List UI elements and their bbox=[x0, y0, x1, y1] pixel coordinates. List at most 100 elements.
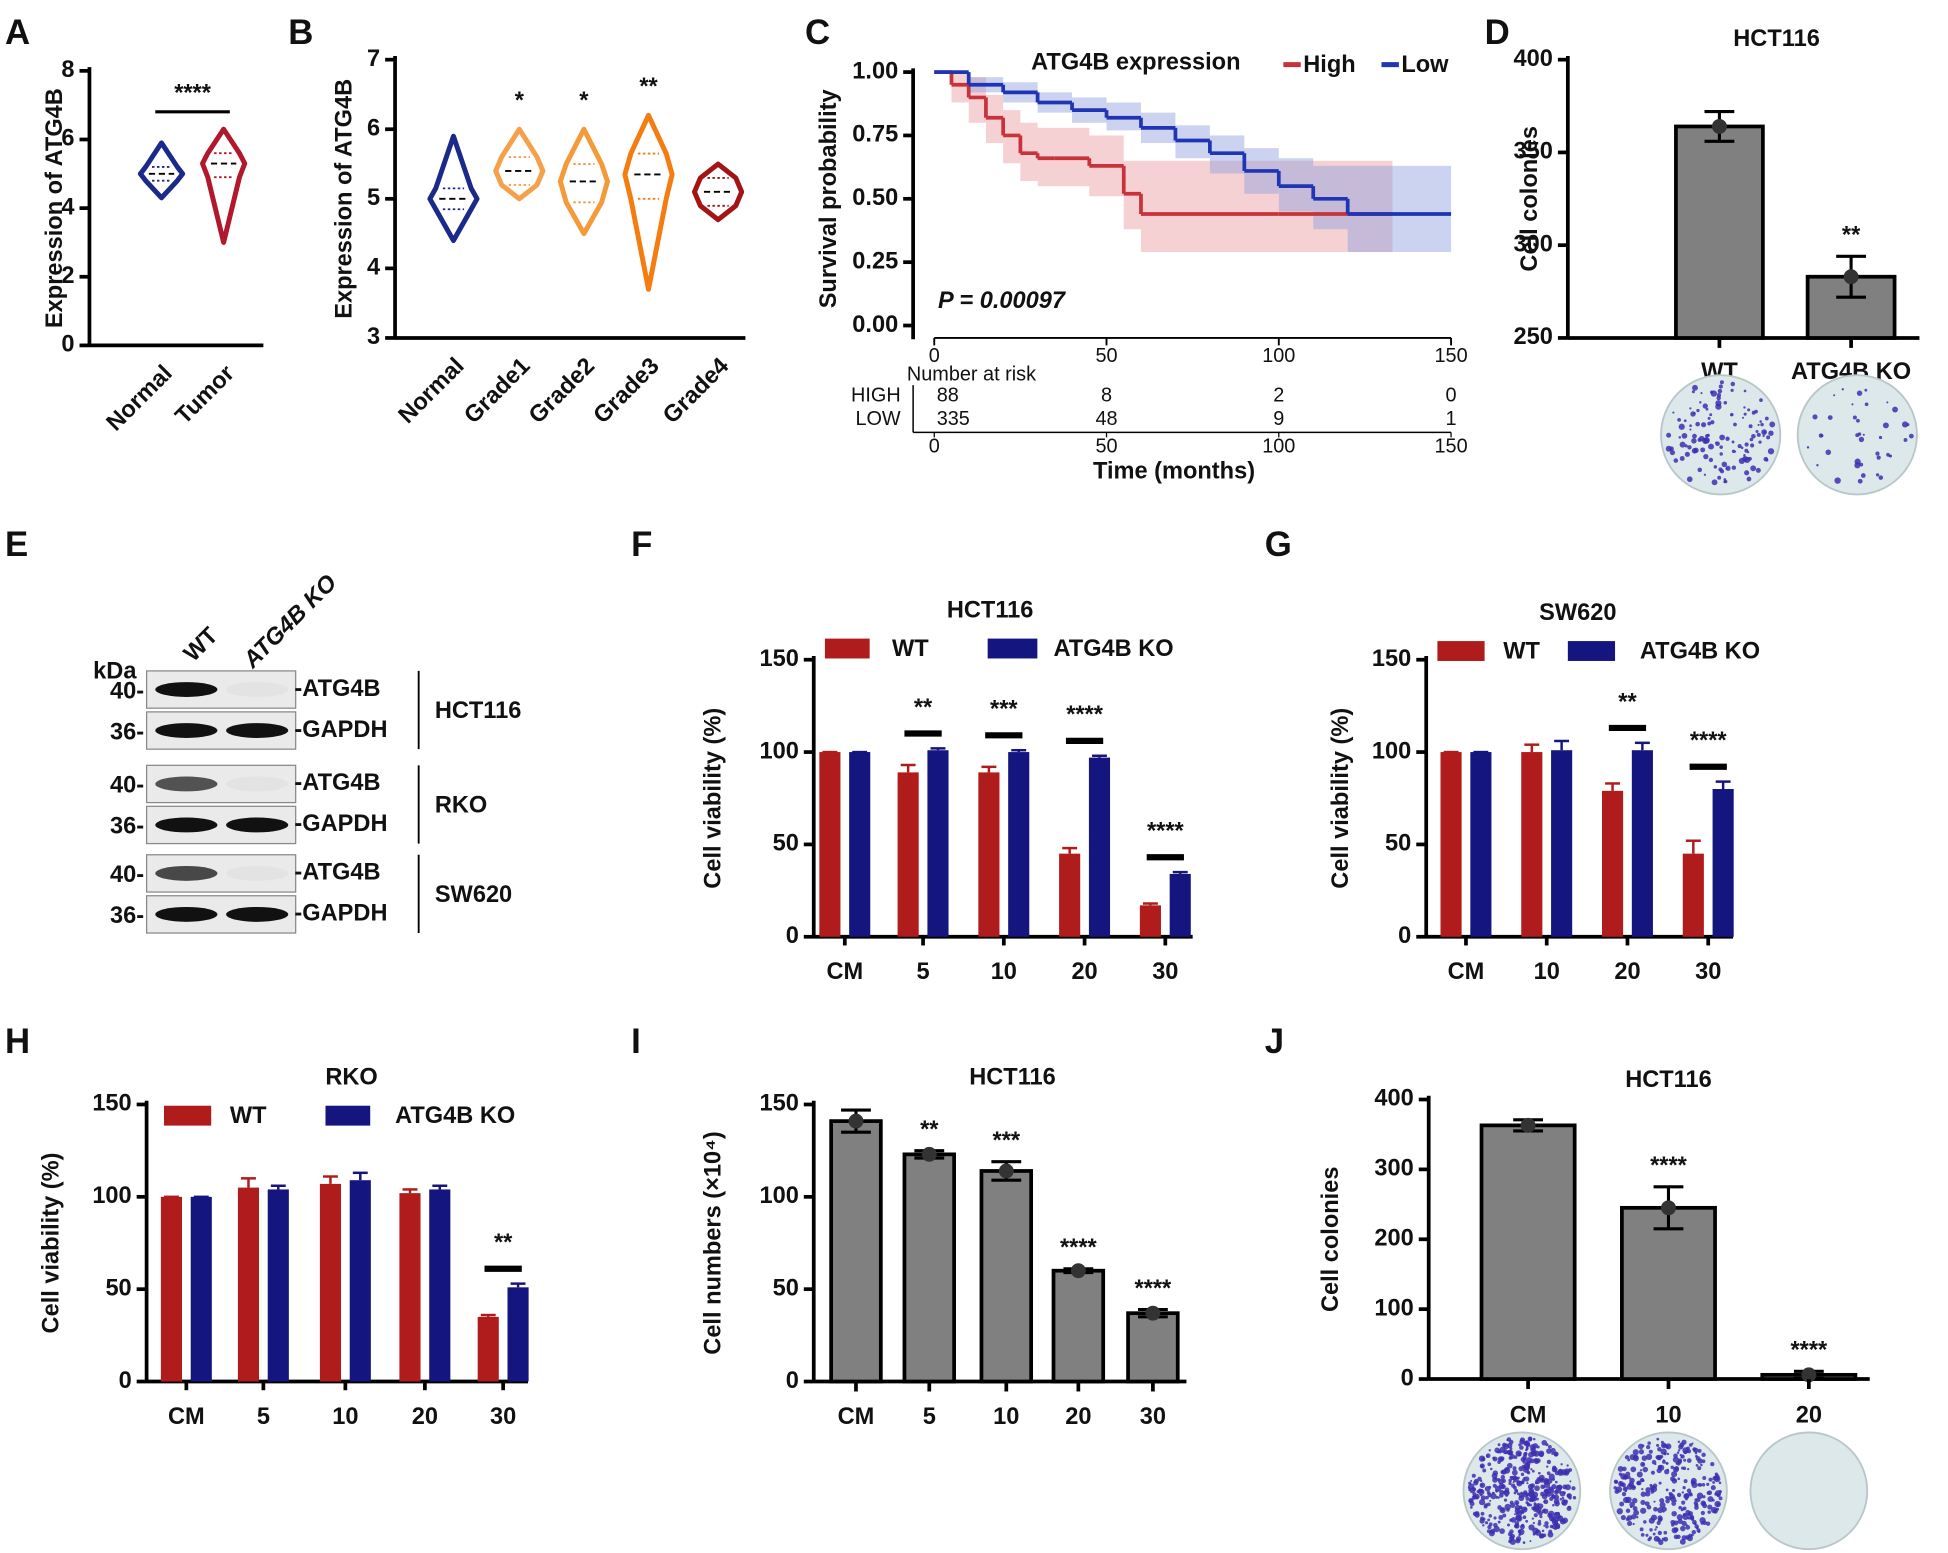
colony bbox=[1514, 1513, 1517, 1516]
mean-dot bbox=[1145, 1305, 1161, 1321]
colony bbox=[1560, 1463, 1563, 1466]
colony bbox=[1719, 452, 1723, 456]
colony bbox=[1695, 1497, 1701, 1503]
colony bbox=[1636, 1471, 1643, 1478]
colony bbox=[1514, 1500, 1520, 1506]
colony bbox=[1528, 1524, 1535, 1531]
bar bbox=[1169, 873, 1191, 937]
colony bbox=[1718, 1496, 1723, 1501]
colony bbox=[1743, 389, 1747, 393]
colony bbox=[1857, 478, 1863, 484]
bar bbox=[978, 772, 1000, 937]
colony bbox=[1710, 390, 1717, 397]
x-tick-label: 30 bbox=[1695, 959, 1721, 985]
y-tick-label: 150 bbox=[759, 646, 798, 672]
colony bbox=[1563, 1470, 1570, 1476]
colony bbox=[1719, 445, 1723, 449]
colony bbox=[1518, 1505, 1523, 1510]
colony bbox=[1524, 1440, 1530, 1446]
colony bbox=[1659, 1502, 1666, 1509]
colony bbox=[1706, 1482, 1710, 1486]
colony bbox=[1686, 1467, 1690, 1471]
y-tick-label: 100 bbox=[92, 1183, 131, 1209]
colony bbox=[1683, 1479, 1688, 1484]
colony bbox=[1693, 1447, 1699, 1453]
x-axis-title: Time (months) bbox=[1093, 458, 1255, 484]
colony bbox=[1518, 1466, 1524, 1472]
colony bbox=[1499, 1507, 1506, 1514]
y-tick-label: 400 bbox=[1374, 1086, 1413, 1112]
colony bbox=[1702, 1495, 1706, 1499]
colony bbox=[1631, 1497, 1638, 1504]
colony bbox=[1530, 1483, 1535, 1488]
significance-label: ** bbox=[494, 1230, 513, 1256]
x-tick-label: 10 bbox=[1655, 1403, 1681, 1429]
colony bbox=[1640, 1532, 1645, 1537]
risk-count: 1 bbox=[1446, 408, 1457, 430]
colony bbox=[1706, 1491, 1711, 1495]
blot-band bbox=[226, 682, 288, 697]
colony bbox=[1864, 402, 1869, 407]
colony bbox=[1665, 445, 1672, 452]
colony bbox=[1663, 1530, 1668, 1535]
colony bbox=[1533, 1503, 1539, 1509]
colony bbox=[1725, 436, 1730, 441]
colony bbox=[1474, 1512, 1480, 1518]
colony bbox=[1748, 424, 1753, 429]
colony bbox=[1528, 1498, 1533, 1503]
marker-label: 36- bbox=[110, 814, 144, 840]
colony bbox=[1487, 1462, 1492, 1467]
colony bbox=[1686, 1458, 1692, 1463]
colony bbox=[1546, 1448, 1552, 1454]
violin bbox=[622, 112, 675, 292]
colony bbox=[1666, 432, 1672, 438]
colony bbox=[1674, 1499, 1677, 1503]
colony bbox=[1543, 1499, 1549, 1505]
y-tick-label: 0 bbox=[1401, 1365, 1414, 1391]
colony bbox=[1632, 1449, 1639, 1456]
significance-label: * bbox=[579, 88, 589, 114]
panel-letter: F bbox=[631, 526, 652, 564]
colony bbox=[1875, 451, 1880, 456]
colony bbox=[1513, 1491, 1517, 1495]
risk-count: 9 bbox=[1273, 408, 1284, 430]
colony bbox=[1716, 1502, 1720, 1507]
colony bbox=[1689, 407, 1692, 410]
colony bbox=[1768, 430, 1774, 436]
x-tick-label: 50 bbox=[1095, 345, 1117, 367]
colony bbox=[1522, 1492, 1529, 1498]
colony bbox=[1619, 1501, 1625, 1507]
colony bbox=[1539, 1533, 1545, 1539]
colony bbox=[1665, 1498, 1670, 1504]
colony bbox=[1692, 384, 1698, 391]
lane-label: ATG4B KO bbox=[238, 570, 342, 674]
colony bbox=[1765, 458, 1769, 462]
colony bbox=[1480, 1483, 1483, 1487]
bar bbox=[819, 752, 841, 937]
bar bbox=[477, 1316, 499, 1382]
colony bbox=[1508, 1478, 1512, 1483]
y-tick-label: 100 bbox=[759, 1183, 798, 1209]
colony bbox=[1724, 479, 1728, 484]
colony bbox=[1671, 1471, 1678, 1478]
colony bbox=[1705, 434, 1709, 438]
colony bbox=[1566, 1464, 1569, 1467]
blot-band bbox=[226, 723, 289, 738]
colony bbox=[1630, 1466, 1637, 1473]
panel-letter: I bbox=[631, 1023, 641, 1061]
colony bbox=[1470, 1506, 1473, 1509]
colony bbox=[1683, 419, 1687, 423]
colony bbox=[1671, 1527, 1678, 1534]
colony bbox=[1538, 1450, 1545, 1457]
y-tick-label: 150 bbox=[759, 1091, 798, 1117]
colony bbox=[1691, 1529, 1697, 1535]
colony bbox=[1713, 465, 1718, 469]
risk-count: 2 bbox=[1273, 385, 1284, 407]
colony bbox=[1686, 1446, 1690, 1451]
colony bbox=[1684, 1493, 1690, 1499]
bar bbox=[1602, 790, 1624, 937]
colony bbox=[1509, 1500, 1514, 1505]
colony bbox=[1725, 465, 1731, 471]
colony bbox=[1710, 420, 1715, 425]
colony bbox=[1548, 1444, 1552, 1449]
